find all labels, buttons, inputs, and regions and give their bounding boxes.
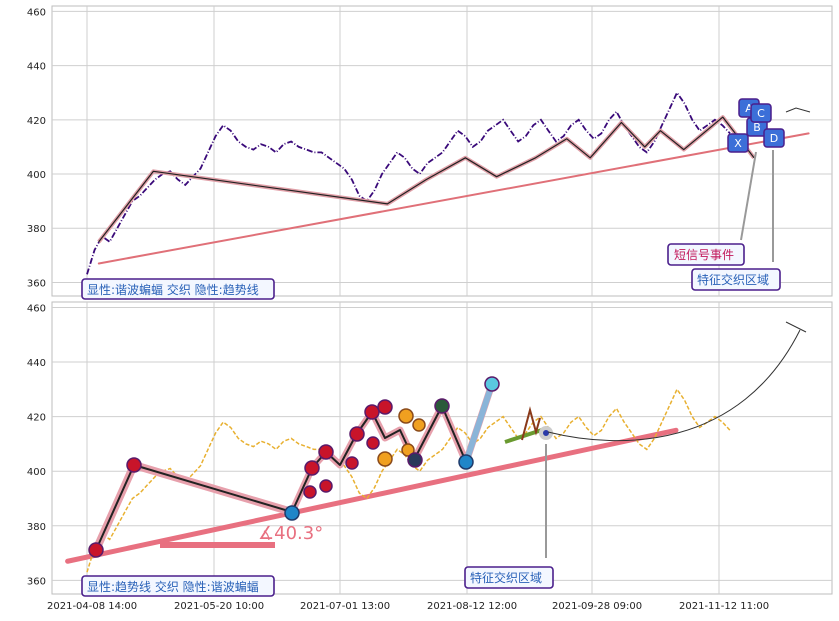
top-y-ticks: 460 440 420 400 380 360 <box>27 7 46 289</box>
y-tick-label: 400 <box>27 467 46 478</box>
x-tick-label: 2021-11-12 11:00 <box>679 601 769 612</box>
projection-curve-tip <box>785 321 807 333</box>
node-marker <box>407 452 423 468</box>
xabcd-pattern-markers: X A B C D <box>727 98 811 153</box>
node-marker <box>88 542 104 558</box>
x-axis-ticks: 2021-04-08 14:00 2021-05-20 10:00 2021-07-… <box>47 601 769 612</box>
top-zone-box <box>691 268 781 291</box>
node-marker <box>304 460 320 476</box>
top-plot-frame <box>51 5 833 297</box>
pattern-point-x-label: X <box>734 137 742 150</box>
node-marker <box>377 451 393 467</box>
node-marker <box>319 479 333 493</box>
harmonic-bat-line <box>98 116 755 243</box>
bottom-zone-label: 特征交织区域 <box>470 570 542 585</box>
node-marker <box>349 426 365 442</box>
pattern-point-x <box>727 133 749 153</box>
y-tick-label: 360 <box>27 278 46 289</box>
node-marker <box>398 408 414 424</box>
x-tick-label: 2021-09-28 09:00 <box>552 601 642 612</box>
x-tick-label: 2021-04-08 14:00 <box>47 601 137 612</box>
bottom-plot-frame <box>51 301 833 595</box>
node-marker <box>412 418 426 432</box>
node-marker <box>318 444 334 460</box>
node-marker <box>284 505 300 521</box>
pattern-point-d <box>763 128 785 148</box>
short-signal-box <box>667 243 745 266</box>
top-panel: 460 440 420 400 380 360 X A B C D 短信号事件 特征交织区… <box>27 5 833 300</box>
trendline <box>97 132 810 265</box>
bottom-panel: 460 440 420 400 380 360 <box>27 301 833 597</box>
node-marker <box>377 399 393 415</box>
bottom-legend-box <box>81 575 275 597</box>
y-tick-label: 420 <box>27 413 46 424</box>
pattern-point-b-label: B <box>753 121 761 134</box>
node-marker <box>126 457 142 473</box>
zigzag-nodes <box>88 376 553 558</box>
top-series <box>86 90 810 275</box>
y-tick-label: 380 <box>27 522 46 533</box>
trend-angle-label: ∡40.3° <box>258 523 323 544</box>
node-marker <box>539 426 553 440</box>
small-pattern <box>521 406 541 441</box>
bottom-y-ticks: 460 440 420 400 380 360 <box>27 303 46 587</box>
node-marker <box>364 404 380 420</box>
bottom-legend-text: 显性:趋势线 交织 隐性:谐波蝙蝠 <box>87 579 259 594</box>
node-marker <box>434 398 450 414</box>
top-legend-text: 显性:谐波蝙蝠 交织 隐性:趋势线 <box>87 282 259 297</box>
y-tick-label: 420 <box>27 116 46 127</box>
y-tick-label: 360 <box>27 576 46 587</box>
y-tick-label: 460 <box>27 7 46 18</box>
projection-curve <box>547 329 801 442</box>
short-signal-label: 短信号事件 <box>674 248 734 262</box>
node-marker <box>458 454 474 470</box>
y-tick-label: 460 <box>27 303 46 314</box>
bottom-grid <box>52 302 832 594</box>
pattern-point-c-label: C <box>757 107 765 120</box>
top-legend-box <box>81 278 275 300</box>
signal-arrow <box>740 151 757 241</box>
node-marker <box>401 443 415 457</box>
node-marker <box>484 376 500 392</box>
top-annotation-arrows <box>740 150 774 262</box>
y-tick-label: 400 <box>27 170 46 181</box>
final-leg-highlight <box>463 383 495 463</box>
x-tick-label: 2021-07-01 13:00 <box>300 601 390 612</box>
x-tick-label: 2021-05-20 10:00 <box>174 601 264 612</box>
node-marker <box>303 485 317 499</box>
pattern-point-c <box>750 103 772 123</box>
top-zone-label: 特征交织区域 <box>697 272 769 287</box>
node-marker <box>345 456 359 470</box>
x-tick-label: 2021-08-12 12:00 <box>427 601 517 612</box>
pattern-point-a-label: A <box>745 102 753 115</box>
node-marker <box>366 436 380 450</box>
projection-hook <box>785 107 811 113</box>
y-tick-label: 380 <box>27 224 46 235</box>
pattern-point-d-label: D <box>770 132 778 145</box>
y-tick-label: 440 <box>27 358 46 369</box>
trendline <box>65 427 679 564</box>
bottom-zone-box <box>464 566 554 589</box>
y-tick-label: 440 <box>27 62 46 73</box>
